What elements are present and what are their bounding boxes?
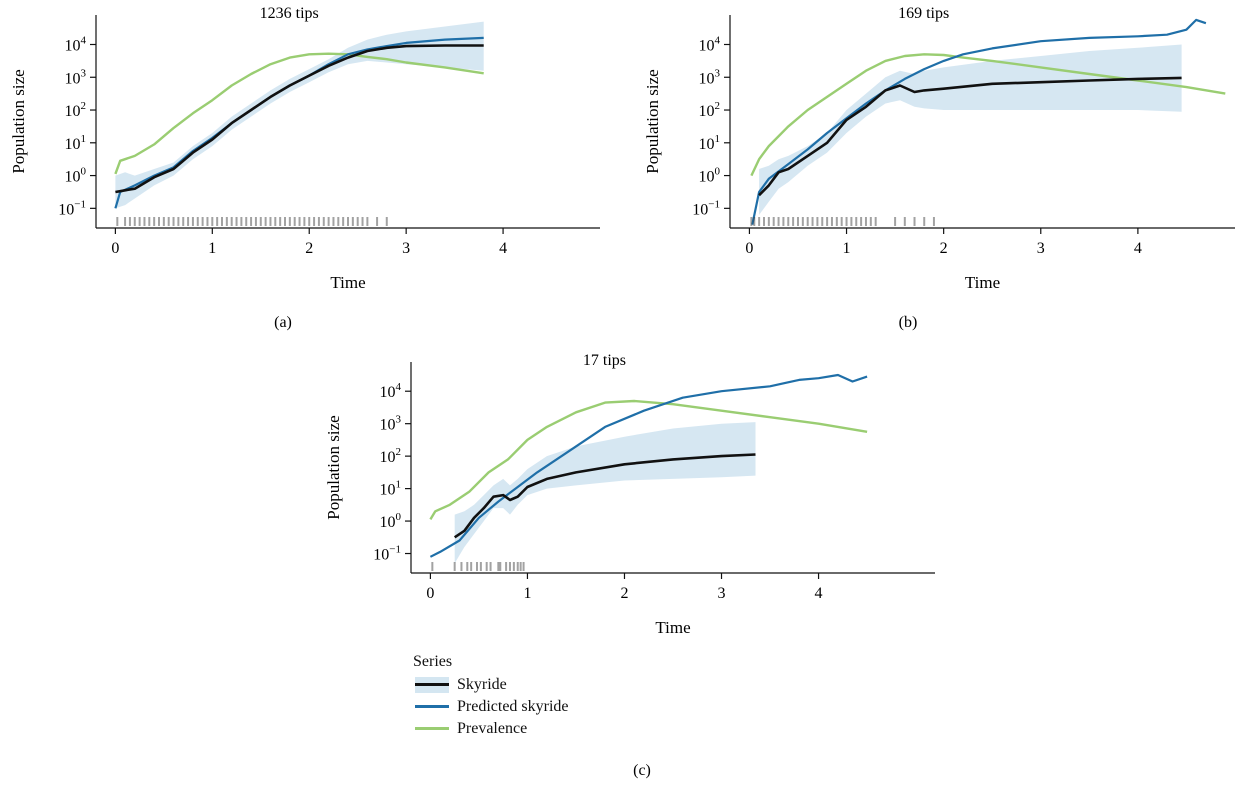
- panel-c: 0 1 2 3 4 10−1 100 101 102 103 104 Time Population s…: [324, 352, 935, 779]
- y-tick-label: 102: [699, 100, 721, 120]
- legend-label: Skyride: [457, 676, 507, 693]
- x-tick-label: 0: [426, 585, 434, 602]
- legend-label: Predicted skyride: [457, 698, 569, 715]
- prevalence-line: [429, 399, 868, 521]
- panel-title: 169 tips: [898, 5, 949, 22]
- y-tick-label: 100: [65, 166, 87, 186]
- y-tick-label: 101: [65, 133, 87, 153]
- y-tick-label: 100: [699, 166, 721, 186]
- panel-b: 0 1 2 3 4 10−1 100 101 102 103 104 Time Population s…: [643, 5, 1235, 331]
- x-tick-label: 2: [305, 240, 313, 257]
- x-axis-title: Time: [655, 618, 690, 637]
- skyride-credible-band: [759, 44, 1182, 215]
- prevalence-swatch-icon: [415, 721, 449, 737]
- x-tick-label: 0: [111, 240, 119, 257]
- y-tick-label: 102: [65, 100, 87, 120]
- skyride-line: [453, 453, 756, 539]
- skyride-credible-band: [115, 21, 484, 209]
- x-tick-label: 1: [208, 240, 216, 257]
- y-tick-label: 104: [699, 34, 721, 54]
- predicted-skyride-line: [751, 18, 1207, 225]
- panel-title: 1236 tips: [260, 5, 319, 22]
- y-tick-label: 10−1: [58, 198, 86, 218]
- panel-label: (a): [274, 314, 292, 331]
- legend-item-prevalence: Prevalence: [413, 718, 653, 740]
- prevalence-line: [750, 53, 1226, 177]
- y-tick-label: 104: [65, 34, 87, 54]
- x-tick-label: 1: [843, 240, 851, 257]
- y-tick-label: 103: [65, 67, 87, 87]
- x-axis-title: Time: [330, 273, 365, 292]
- legend-item-predicted-skyride: Predicted skyride: [413, 696, 653, 718]
- x-tick-label: 3: [402, 240, 410, 257]
- y-axis-title: Population size: [324, 415, 343, 519]
- y-tick-label: 10−1: [692, 198, 720, 218]
- x-tick-label: 0: [745, 240, 753, 257]
- x-tick-label: 2: [940, 240, 948, 257]
- prevalence-line: [114, 52, 484, 175]
- panel-label: (c): [633, 762, 651, 779]
- legend-label: Prevalence: [457, 720, 528, 737]
- y-tick-label: 101: [699, 133, 721, 153]
- predicted-skyride-swatch-icon: [415, 699, 449, 715]
- predicted-skyride-line: [429, 373, 868, 558]
- y-tick-label: 103: [699, 67, 721, 87]
- skyride-line: [758, 76, 1182, 197]
- skyride-swatch-icon: [415, 677, 449, 693]
- legend-item-skyride: Skyride: [413, 674, 653, 696]
- y-tick-label: 100: [380, 511, 402, 531]
- x-tick-label: 3: [1037, 240, 1045, 257]
- y-tick-label: 10−1: [373, 544, 401, 564]
- y-tick-label: 101: [380, 479, 402, 499]
- x-tick-label: 4: [1134, 240, 1142, 257]
- legend-title: Series: [413, 653, 453, 670]
- x-tick-label: 4: [499, 240, 507, 257]
- y-tick-label: 102: [380, 446, 402, 466]
- x-tick-label: 2: [620, 585, 628, 602]
- y-axis-title: Population size: [643, 69, 662, 173]
- x-axis-title: Time: [965, 273, 1000, 292]
- x-tick-label: 3: [718, 585, 726, 602]
- y-tick-label: 103: [380, 414, 402, 434]
- skyride-line: [115, 44, 484, 194]
- panel-title: 17 tips: [583, 352, 626, 369]
- panel-a: 0 1 2 3 4 10−1 100 101 102 103 104 Time Population s…: [9, 5, 600, 331]
- y-tick-label: 104: [380, 381, 402, 401]
- legend: Series Skyride Predicted skyride Prevale…: [413, 653, 653, 740]
- y-axis-title: Population size: [9, 69, 28, 173]
- x-tick-label: 1: [523, 585, 531, 602]
- x-tick-label: 4: [815, 585, 823, 602]
- panel-label: (b): [899, 314, 918, 331]
- skyride-credible-band: [454, 422, 756, 564]
